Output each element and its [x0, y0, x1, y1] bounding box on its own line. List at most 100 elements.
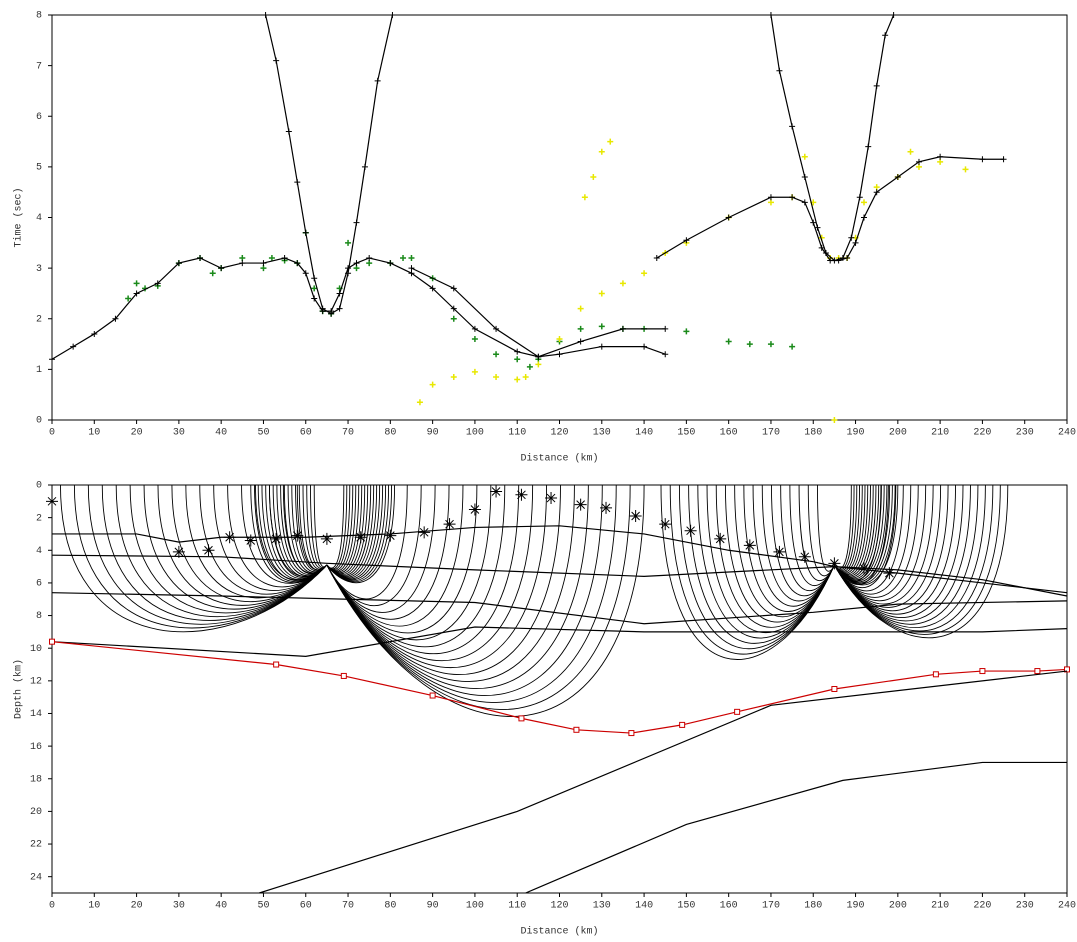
obs-point	[725, 338, 732, 345]
ray	[669, 484, 835, 655]
obs-point	[450, 373, 457, 380]
x-tick-label: 20	[131, 901, 143, 912]
obs-point	[522, 373, 529, 380]
calc-point	[767, 194, 774, 201]
boundary-node	[979, 668, 986, 675]
ray	[115, 484, 328, 617]
calc-point	[408, 265, 415, 272]
station	[202, 544, 215, 557]
station	[384, 529, 397, 542]
station	[443, 518, 456, 531]
ray	[326, 484, 450, 620]
x-tick-label: 140	[635, 428, 653, 439]
x-tick-label: 180	[804, 428, 822, 439]
ray	[326, 484, 354, 571]
calc-point	[302, 229, 309, 236]
calc-point	[112, 315, 119, 322]
boundary-red	[51, 641, 1068, 734]
x-tick-label: 10	[88, 901, 100, 912]
calc-point	[471, 325, 478, 332]
ray	[326, 484, 520, 655]
y-tick-label: 5	[36, 163, 42, 174]
obs-point	[962, 166, 969, 173]
x-axis-label: Distance (km)	[520, 453, 598, 465]
y-tick-label: 0	[36, 416, 42, 427]
x-tick-label: 30	[173, 428, 185, 439]
calc-point	[789, 194, 796, 201]
ray	[326, 484, 436, 613]
obs-point	[577, 325, 584, 332]
obs-point	[408, 255, 415, 261]
boundary-node	[1034, 668, 1041, 675]
ray	[326, 484, 617, 703]
calc-mid	[411, 267, 666, 358]
x-tick-label: 50	[257, 428, 269, 439]
boundary-node	[340, 672, 347, 679]
obs-point	[514, 356, 521, 363]
calc-point	[328, 310, 335, 317]
obs-point	[239, 255, 246, 261]
calc-point	[70, 343, 77, 350]
obs-point	[416, 399, 423, 406]
ray	[834, 484, 986, 628]
obs-point	[598, 290, 605, 297]
obs-point	[260, 265, 267, 272]
boundary-deep-2	[525, 761, 1067, 894]
ray	[326, 484, 589, 689]
x-tick-label: 170	[762, 428, 780, 439]
obs-point	[801, 153, 808, 160]
obs-point	[125, 295, 132, 302]
y-tick-label: 1	[36, 365, 42, 376]
calc-point	[353, 260, 360, 267]
calc-point	[801, 199, 808, 206]
boundary-2	[51, 554, 1068, 594]
x-tick-label: 90	[427, 428, 439, 439]
obs-point	[450, 315, 457, 322]
x-tick-label: 120	[550, 901, 568, 912]
ray	[789, 484, 835, 587]
obs-point	[619, 280, 626, 287]
station	[600, 501, 613, 514]
calc-point	[577, 338, 584, 345]
x-tick-label: 130	[593, 428, 611, 439]
calc-point	[856, 194, 863, 201]
station	[545, 492, 558, 505]
station	[828, 557, 841, 570]
obs-point	[598, 148, 605, 155]
ray	[326, 484, 464, 627]
calc-point	[311, 275, 318, 282]
plot-frame	[51, 14, 1068, 421]
x-tick-label: 190	[847, 428, 865, 439]
x-tick-label: 150	[677, 428, 695, 439]
station	[223, 531, 236, 544]
obs-point	[789, 343, 796, 350]
station	[798, 550, 811, 563]
obs-point	[493, 373, 500, 380]
y-axis-label: Time (sec)	[13, 187, 25, 247]
boundary-node	[628, 730, 635, 737]
boundary-node	[429, 692, 436, 699]
calc-point	[366, 255, 373, 261]
boundary-3	[51, 592, 1068, 625]
y-tick-label: 2	[36, 314, 42, 325]
calc-point	[319, 305, 326, 312]
boundary-1	[52, 525, 1068, 597]
obs-point	[345, 239, 352, 246]
x-tick-label: 0	[49, 428, 55, 439]
station	[418, 526, 431, 539]
x-tick-label: 110	[508, 901, 526, 912]
x-tick-label: 160	[720, 428, 738, 439]
calc-point	[937, 153, 944, 160]
x-tick-label: 190	[847, 901, 865, 912]
calc-point	[831, 257, 838, 264]
x-tick-label: 210	[931, 428, 949, 439]
calc-point	[861, 214, 867, 221]
boundary-node	[49, 638, 55, 645]
calc-point	[408, 270, 415, 277]
y-tick-label: 6	[36, 579, 42, 590]
ray	[807, 484, 835, 577]
x-tick-label: 150	[677, 901, 695, 912]
calc-point	[311, 295, 318, 302]
calc-point	[49, 356, 55, 363]
obs-point	[471, 336, 478, 342]
